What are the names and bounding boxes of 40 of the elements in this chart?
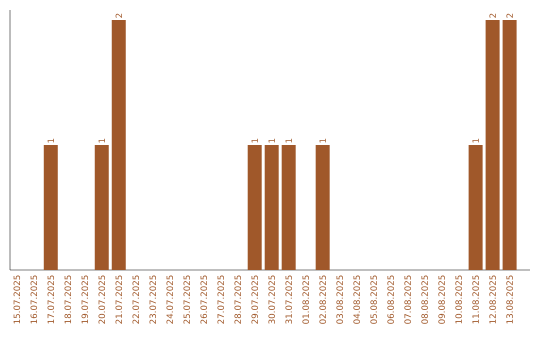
x-tick-label: 17.07.2025 <box>48 275 54 324</box>
x-tick-label: 06.08.2025 <box>387 275 394 324</box>
x-tick-label: 27.07.2025 <box>217 275 224 324</box>
x-tick-label: 05.08.2025 <box>370 275 377 324</box>
x-tick-label: 23.07.2025 <box>149 275 156 324</box>
x-tick-label: 04.08.2025 <box>353 275 360 324</box>
x-tick-label: 18.07.2025 <box>64 275 72 324</box>
data-label: 1 <box>268 138 275 142</box>
data-label: 2 <box>116 14 122 18</box>
data-label: 2 <box>489 14 496 18</box>
data-label: 1 <box>286 138 292 142</box>
x-tick-label: 15.07.2025 <box>14 275 20 324</box>
x-tick-label: 21.07.2025 <box>115 275 122 324</box>
x-tick-label: 24.07.2025 <box>166 275 174 324</box>
x-tick-label: 25.07.2025 <box>183 275 190 324</box>
x-tick-label: 03.08.2025 <box>336 275 343 324</box>
x-tick-label: 13.08.2025 <box>506 275 513 324</box>
data-label: 1 <box>320 138 326 142</box>
x-tick-label: 02.08.2025 <box>319 275 326 324</box>
x-tick-label: 07.08.2025 <box>404 275 411 324</box>
x-tick-label: 20.07.2025 <box>98 275 106 324</box>
x-tick-label: 16.07.2025 <box>30 275 38 324</box>
x-tick-label: 09.08.2025 <box>438 275 445 324</box>
data-label: 2 <box>506 14 513 18</box>
x-tick-label: 01.08.2025 <box>302 275 309 324</box>
x-tick-label: 30.07.2025 <box>268 275 275 324</box>
x-tick-label: 10.08.2025 <box>455 275 462 324</box>
x-tick-label: 22.07.2025 <box>132 275 140 324</box>
x-tick-label: 26.07.2025 <box>200 275 208 324</box>
x-tick-label: 29.07.2025 <box>251 275 258 324</box>
x-tick-label: 31.07.2025 <box>285 275 292 324</box>
x-tick-label: 28.07.2025 <box>234 275 241 324</box>
data-label: 1 <box>48 138 54 142</box>
x-tick-label: 19.07.2025 <box>82 275 88 324</box>
x-tick-label: 11.08.2025 <box>472 275 479 324</box>
data-label: 1 <box>252 138 258 142</box>
data-label: 1 <box>472 138 479 142</box>
x-tick-label: 08.08.2025 <box>421 275 428 324</box>
x-tick-label: 12.08.2025 <box>489 275 496 324</box>
data-label: 1 <box>98 138 105 142</box>
